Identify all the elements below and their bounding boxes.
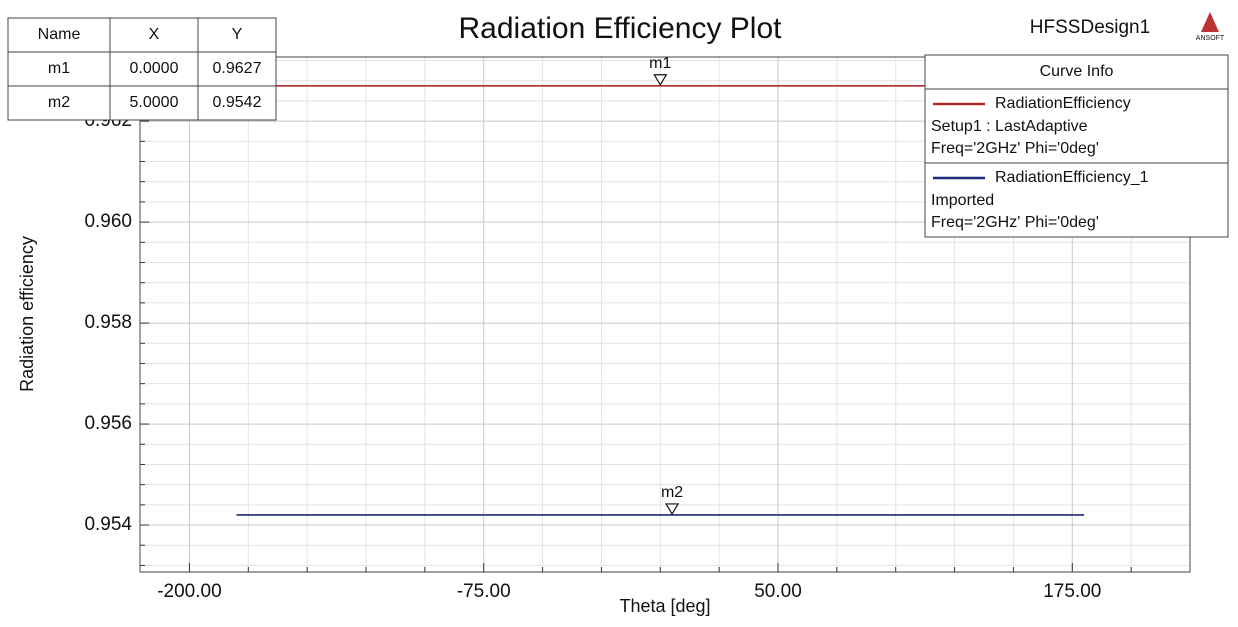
marker-label: m2 <box>661 484 683 501</box>
x-tick-label: -200.00 <box>157 581 221 602</box>
x-axis-label: Theta [deg] <box>619 596 710 616</box>
y-tick-label: 0.954 <box>84 514 132 535</box>
plot-frame <box>139 56 1191 573</box>
legend-description: Setup1 : LastAdaptive <box>931 118 1088 135</box>
logo: ANSOFT <box>1196 35 1225 42</box>
legend-label: RadiationEfficiency <box>995 95 1131 112</box>
table-text: 5.0000 <box>130 94 179 111</box>
table-cell <box>109 17 199 53</box>
y-tick-label: 0.958 <box>84 312 132 333</box>
table-cell <box>197 17 277 53</box>
marker <box>665 503 680 516</box>
x-tick-label: 175.00 <box>1043 581 1101 602</box>
table-text: 0.0000 <box>130 60 179 77</box>
x-tick-label: 50.00 <box>754 581 802 602</box>
table-text: Name <box>38 26 81 43</box>
legend-description: Freq='2GHz' Phi='0deg' <box>931 214 1099 231</box>
chart-title: Radiation Efficiency Plot <box>459 12 783 45</box>
logo-icon <box>1201 12 1219 32</box>
y-tick-label: 0.956 <box>84 413 132 434</box>
y-axis-label: Radiation efficiency <box>17 236 37 392</box>
legend-description: Freq='2GHz' Phi='0deg' <box>931 140 1099 157</box>
table-text: Y <box>232 26 243 43</box>
table-text: m2 <box>48 94 70 111</box>
table-text: X <box>149 26 160 43</box>
legend-entry-box <box>924 162 1229 238</box>
table-cell <box>109 85 199 121</box>
table-cell <box>197 85 277 121</box>
legend-label: RadiationEfficiency_1 <box>995 169 1149 186</box>
table-text: 0.9542 <box>213 94 262 111</box>
table-text: 0.9627 <box>213 60 262 77</box>
marker <box>653 74 668 86</box>
table-text: m1 <box>48 60 70 77</box>
marker-label: m1 <box>649 55 671 72</box>
x-tick-label: -75.00 <box>457 581 511 602</box>
y-tick-label: 0.960 <box>84 211 132 232</box>
table-cell <box>7 85 111 121</box>
legend-title: Curve Info <box>1040 63 1114 80</box>
legend-header-box <box>924 54 1229 90</box>
design-name: HFSSDesign1 <box>1030 17 1150 38</box>
legend-description: Imported <box>931 192 994 209</box>
